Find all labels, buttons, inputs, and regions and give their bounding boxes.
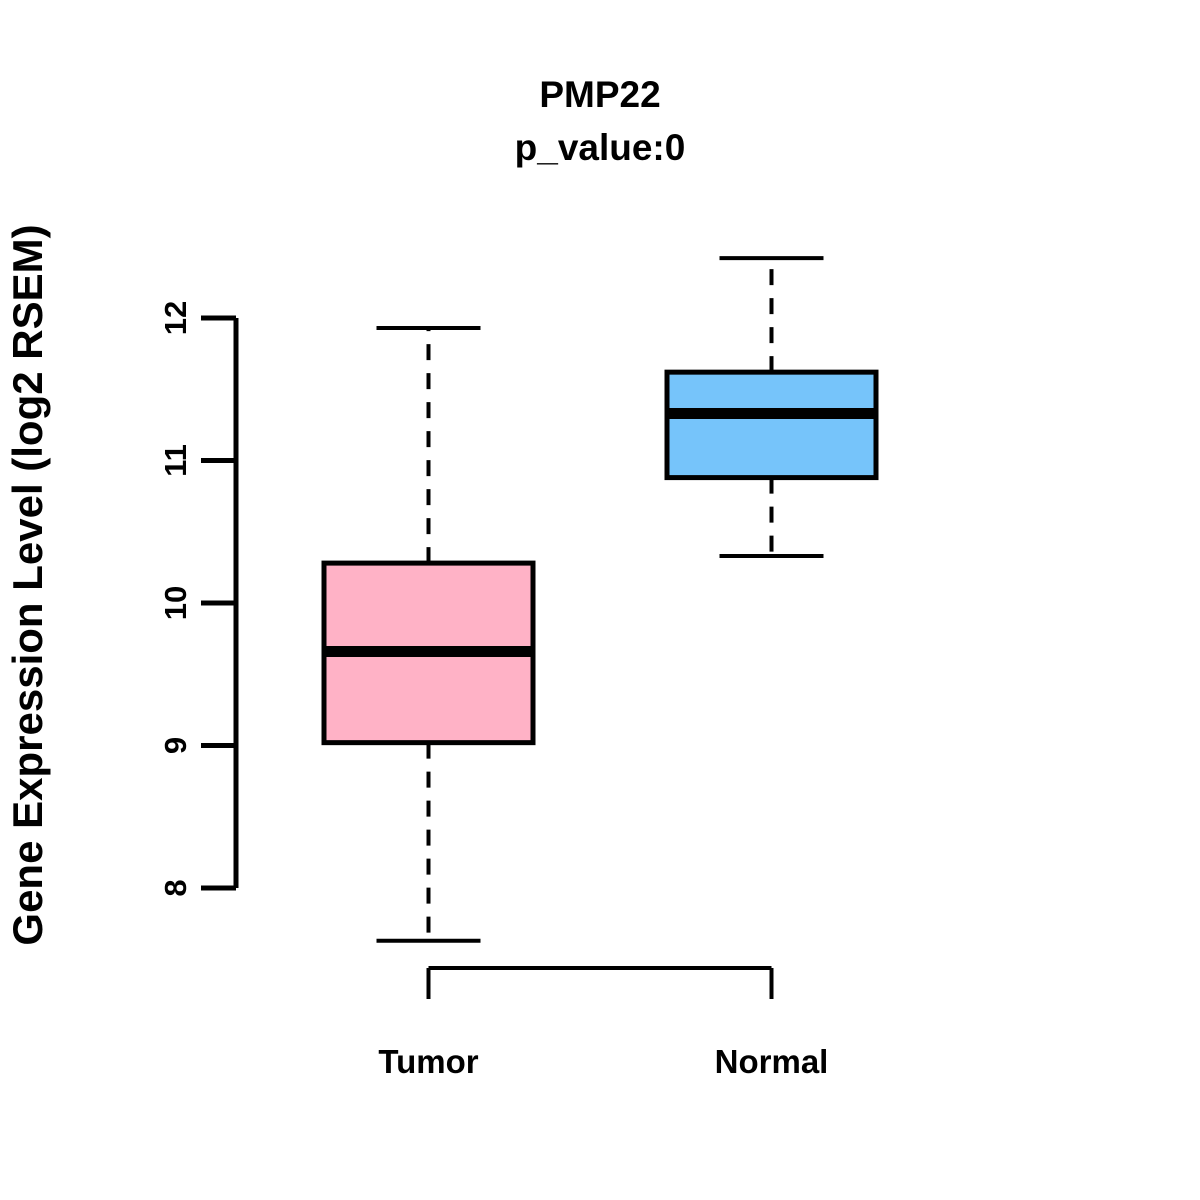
x-label-tumor: Tumor: [378, 1043, 478, 1080]
box-normal[interactable]: [664, 369, 879, 481]
y-tick-label-12-group: 12: [158, 301, 193, 335]
chart-subtitle: p_value:0: [515, 127, 686, 168]
x-axis: Tumor Normal: [378, 966, 829, 1080]
y-tick-label-8-group: 8: [158, 879, 193, 896]
y-tick-label-11: 11: [158, 444, 193, 477]
y-tick-label-8: 8: [158, 879, 193, 896]
y-tick-label-10: 10: [158, 586, 193, 620]
y-tick-label-9: 9: [158, 737, 193, 754]
y-tick-label-9-group: 9: [158, 737, 193, 754]
y-axis-title: Gene Expression Level (log2 RSEM): [4, 224, 51, 945]
y-axis: 12 11 10 9 8: [158, 301, 239, 897]
chart-title: PMP22: [539, 74, 660, 115]
y-tick-label-11-group: 11: [158, 444, 193, 477]
y-tick-label-12: 12: [158, 301, 193, 335]
box-group-normal[interactable]: [664, 256, 879, 558]
x-label-normal: Normal: [715, 1043, 829, 1080]
y-tick-label-10-group: 10: [158, 586, 193, 620]
box-group-tumor[interactable]: [321, 325, 536, 943]
y-axis-title-group: Gene Expression Level (log2 RSEM): [4, 224, 51, 945]
